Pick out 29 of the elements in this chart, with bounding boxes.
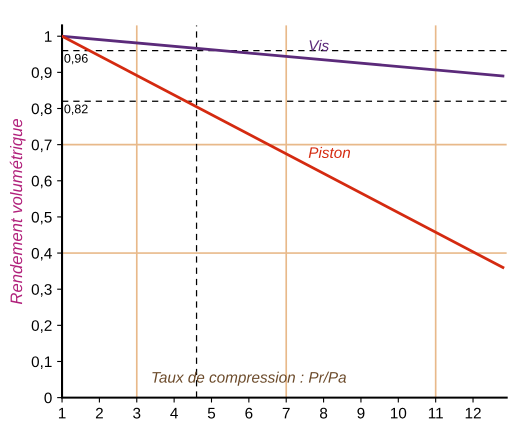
y-tick-label: 0,2 <box>32 320 52 333</box>
ref-line-label: 0,96 <box>64 54 88 64</box>
y-tick-label: 0,9 <box>32 67 52 80</box>
y-tick-label: 0,6 <box>32 176 52 188</box>
x-tick-label: 7 <box>282 408 290 418</box>
y-axis-title: Rendement volumétrique <box>10 119 26 304</box>
x-tick-label: 11 <box>428 408 443 418</box>
x-axis-title: Taux de compression : Pr/Pa <box>152 372 346 386</box>
x-tick-label: 8 <box>320 408 328 419</box>
x-tick-label: 2 <box>96 408 103 418</box>
y-tick-label: 0,7 <box>32 140 52 152</box>
x-tick-label: 4 <box>170 408 178 418</box>
series-label: Piston <box>308 146 350 158</box>
ref-line-label: 0,82 <box>64 104 88 115</box>
y-tick-label: 0,1 <box>32 356 52 369</box>
x-tick-label: 12 <box>466 408 481 418</box>
y-tick-label: 0,4 <box>32 248 52 261</box>
x-tick-label: 1 <box>58 408 66 418</box>
y-tick-label: 0,5 <box>32 212 52 224</box>
y-tick-label: 0 <box>44 392 52 404</box>
x-tick-label: 5 <box>208 408 216 419</box>
x-tick-label: 3 <box>133 408 140 419</box>
y-tick-label: 1 <box>44 31 52 42</box>
y-tick-label: 0,8 <box>32 103 52 116</box>
x-tick-label: 9 <box>357 408 364 419</box>
x-tick-label: 6 <box>245 408 252 419</box>
series-label: Vis <box>310 40 329 52</box>
y-tick-label: 0,3 <box>32 284 52 297</box>
x-tick-label: 10 <box>390 408 406 419</box>
